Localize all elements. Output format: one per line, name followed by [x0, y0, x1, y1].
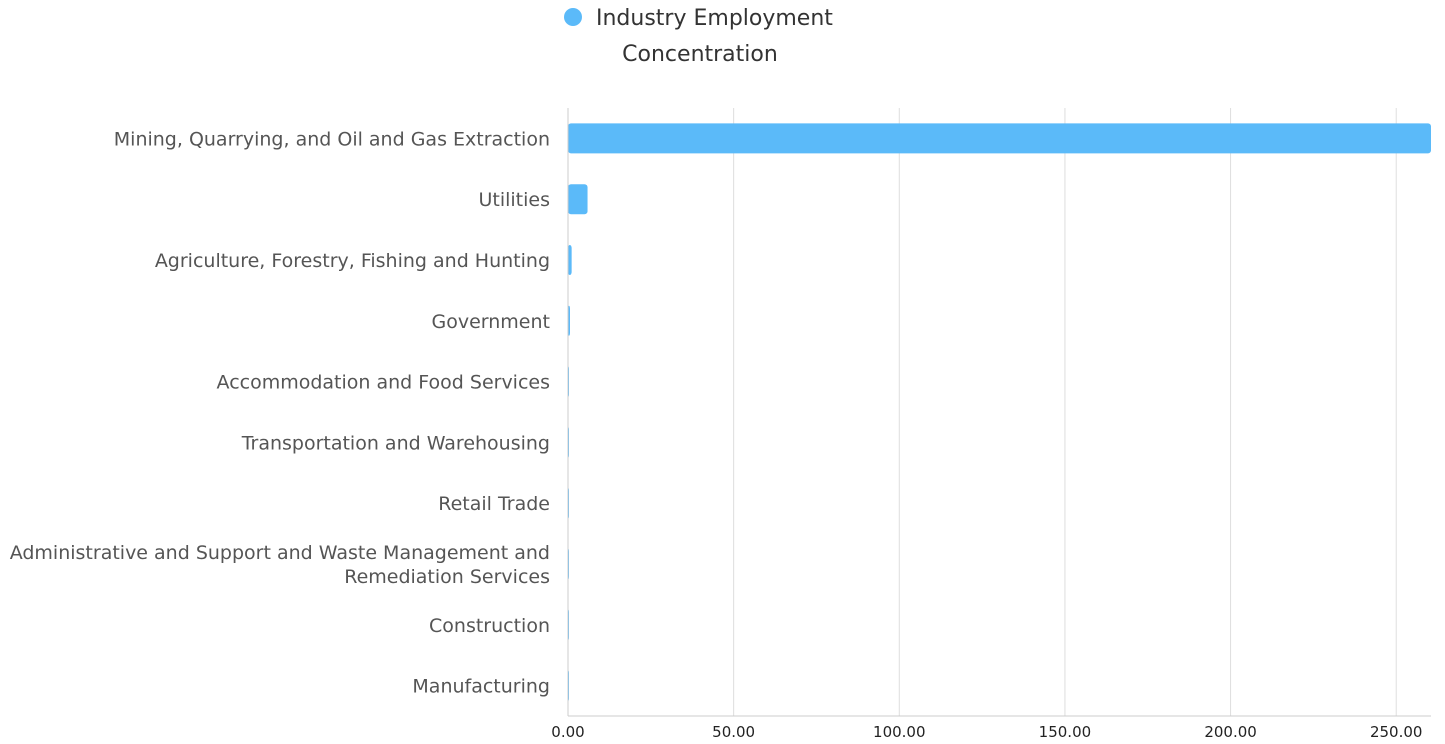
category-label: Administrative and Support and Waste Man…	[10, 542, 550, 588]
x-tick-label: 50.00	[712, 723, 755, 741]
category-labels: Mining, Quarrying, and Oil and Gas Extra…	[10, 128, 550, 697]
category-label: Retail Trade	[438, 493, 550, 515]
category-label: Accommodation and Food Services	[217, 372, 550, 394]
bar[interactable]	[568, 245, 572, 275]
bar[interactable]	[568, 123, 1431, 154]
x-tick-label: 250.00	[1370, 723, 1423, 741]
category-label: Government	[432, 311, 551, 333]
x-axis: 0.00 50.00 100.00 150.00 200.00 250.00	[551, 108, 1431, 741]
legend-label-line-2: Concentration	[622, 42, 778, 67]
category-label: Utilities	[478, 189, 550, 211]
x-tick-label: 200.00	[1204, 723, 1257, 741]
legend-marker-icon	[564, 8, 582, 26]
x-tick-label: 100.00	[873, 723, 926, 741]
gridlines	[733, 108, 1397, 716]
bars	[568, 123, 1431, 701]
x-tick-label: 0.00	[551, 723, 584, 741]
category-label: Manufacturing	[412, 676, 550, 698]
legend[interactable]: Industry Employment Concentration	[564, 6, 833, 67]
legend-label-line-1: Industry Employment	[596, 6, 833, 31]
category-label: Construction	[429, 615, 550, 637]
bar[interactable]	[568, 184, 588, 215]
x-tick-label: 150.00	[1039, 723, 1092, 741]
category-label: Agriculture, Forestry, Fishing and Hunti…	[155, 250, 550, 272]
category-label: Mining, Quarrying, and Oil and Gas Extra…	[114, 128, 550, 150]
category-label: Transportation and Warehousing	[241, 432, 550, 454]
